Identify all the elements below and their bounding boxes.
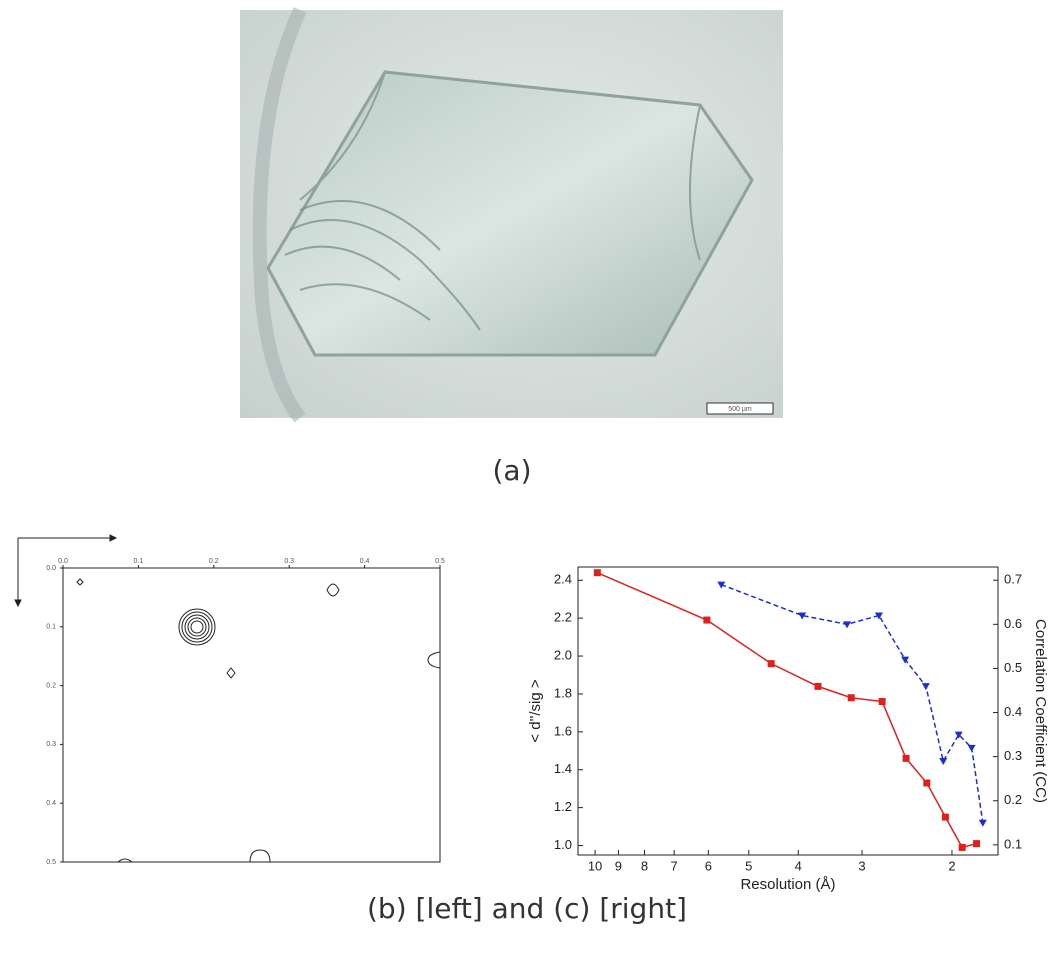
y-tick-label: 0.3 bbox=[46, 741, 56, 748]
y-tick-label: 1.2 bbox=[554, 799, 572, 814]
y-tick-label: 2.2 bbox=[554, 610, 572, 625]
data-point bbox=[703, 617, 710, 624]
data-point bbox=[903, 755, 910, 762]
y2-tick-label: 0.5 bbox=[1004, 660, 1022, 675]
data-point bbox=[768, 660, 775, 667]
y-tick-label: 0.2 bbox=[46, 682, 56, 689]
data-point bbox=[922, 683, 930, 690]
figure: 500 µm (a) (b) [left] and (c) [right] 0.… bbox=[0, 0, 1054, 953]
x-tick-label: 10 bbox=[588, 858, 602, 873]
y2-tick-label: 0.7 bbox=[1004, 572, 1022, 587]
x-tick-label: 8 bbox=[641, 858, 648, 873]
y2-tick-label: 0.2 bbox=[1004, 792, 1022, 807]
y-tick-label: 2.0 bbox=[554, 647, 572, 662]
x-tick-label: 6 bbox=[705, 858, 712, 873]
x-axis-label: Resolution (Å) bbox=[740, 876, 835, 893]
x-tick-label: 7 bbox=[671, 858, 678, 873]
series-line bbox=[721, 585, 983, 823]
y2-axis-label: Correlation Coefficient (CC) bbox=[1032, 619, 1049, 803]
x-tick-label: 0.4 bbox=[360, 558, 370, 565]
data-point bbox=[942, 814, 949, 821]
y-axis-label: < d''/sig > bbox=[527, 679, 544, 743]
data-point bbox=[848, 694, 855, 701]
x-tick-label: 2 bbox=[948, 858, 955, 873]
y-tick-label: 1.6 bbox=[554, 723, 572, 738]
map-frame bbox=[63, 568, 440, 862]
y2-tick-label: 0.3 bbox=[1004, 748, 1022, 763]
y-tick-label: 0.4 bbox=[46, 800, 56, 807]
x-tick-label: 0.1 bbox=[134, 558, 144, 565]
y-tick-label: 0.5 bbox=[46, 859, 56, 866]
x-tick-label: 0.0 bbox=[58, 558, 68, 565]
y2-tick-label: 0.1 bbox=[1004, 836, 1022, 851]
data-point bbox=[973, 840, 980, 847]
y-tick-label: 0.1 bbox=[46, 624, 56, 631]
contours bbox=[77, 579, 440, 862]
y-tick-label: 1.4 bbox=[554, 761, 572, 776]
data-point bbox=[923, 780, 930, 787]
data-point bbox=[843, 621, 851, 628]
series-line bbox=[597, 573, 976, 848]
caption: (a) bbox=[492, 454, 531, 487]
data-point bbox=[968, 745, 976, 752]
x-tick-label: 0.2 bbox=[209, 558, 219, 565]
x-tick-label: 5 bbox=[745, 858, 752, 873]
x-tick-label: 4 bbox=[795, 858, 802, 873]
axis-arrows bbox=[15, 535, 116, 606]
data-point bbox=[594, 569, 601, 576]
x-tick-label: 0.3 bbox=[284, 558, 294, 565]
y2-tick-label: 0.4 bbox=[1004, 704, 1022, 719]
y2-tick-label: 0.6 bbox=[1004, 616, 1022, 631]
x-tick-label: 3 bbox=[858, 858, 865, 873]
crystal-photo: 500 µm bbox=[240, 10, 783, 418]
y-tick-label: 2.4 bbox=[554, 572, 572, 587]
data-point bbox=[959, 844, 966, 851]
data-point bbox=[814, 683, 821, 690]
y-tick-label: 1.0 bbox=[554, 837, 572, 852]
y-tick-label: 1.8 bbox=[554, 685, 572, 700]
data-point bbox=[939, 758, 947, 765]
scale-bar-label: 500 µm bbox=[728, 406, 752, 413]
plot-frame bbox=[578, 567, 998, 855]
x-tick-label: 9 bbox=[615, 858, 622, 873]
data-point bbox=[879, 698, 886, 705]
x-tick-label: 0.5 bbox=[435, 558, 445, 565]
caption: (b) [left] and (c) [right] bbox=[367, 892, 687, 925]
y-tick-label: 0.0 bbox=[46, 565, 56, 572]
data-point bbox=[979, 820, 987, 827]
